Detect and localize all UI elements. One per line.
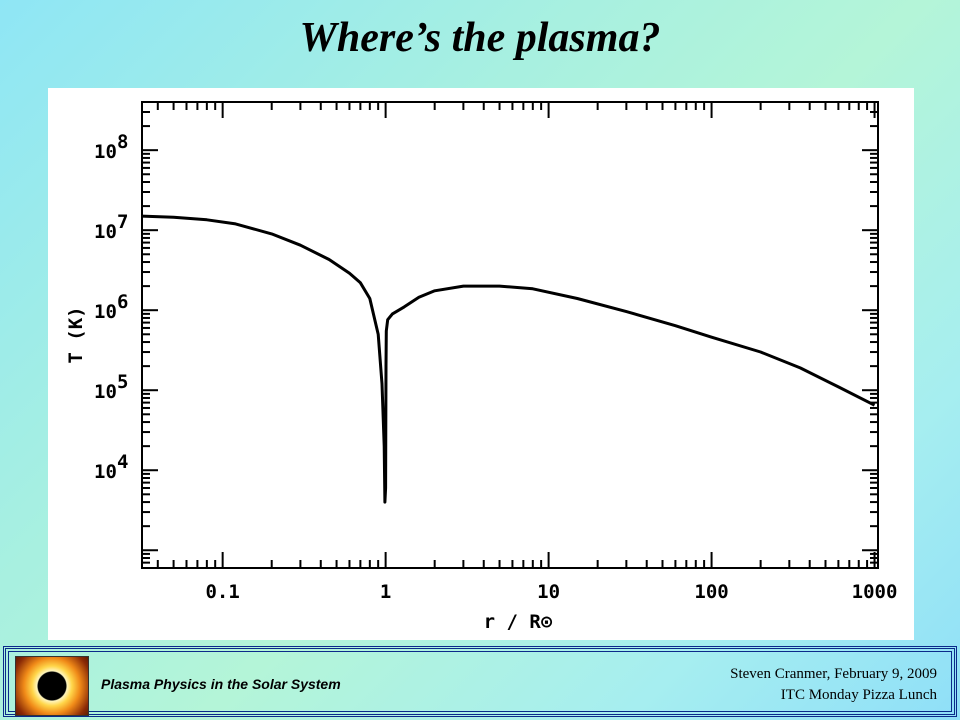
x-axis-label: r / R⊙ (484, 611, 553, 633)
chart-panel: 0.1 1 10 100 1000 10 4 10 5 10 6 10 7 10 8 r / R⊙ T (… (48, 88, 914, 640)
y-tick-label-base: 10 (94, 221, 117, 243)
slide-title: Where’s the plasma? (299, 15, 661, 61)
x-tick-label: 1 (380, 581, 391, 603)
author-date: Steven Cranmer, February 9, 2009 (730, 666, 937, 682)
x-tick-label: 1000 (852, 581, 898, 603)
y-axis-label: T (K) (65, 306, 87, 363)
y-tick-label-base: 10 (94, 461, 117, 483)
y-tick-label-exponent: 7 (117, 211, 128, 233)
x-tick-label: 0.1 (205, 581, 239, 603)
y-tick-label-base: 10 (94, 141, 117, 163)
x-tick-label: 100 (694, 581, 728, 603)
y-tick-label-exponent: 4 (117, 451, 128, 473)
solar-eclipse-logo (15, 656, 89, 716)
y-tick-label-exponent: 8 (117, 131, 128, 153)
footer-credits: Steven Cranmer, February 9, 2009 ITC Mon… (730, 664, 937, 706)
temperature-curve (141, 214, 876, 504)
y-tick-label-base: 10 (94, 381, 117, 403)
y-tick-label-exponent: 5 (117, 371, 128, 393)
y-tick-label-base: 10 (94, 301, 117, 323)
y-tick-label-exponent: 6 (117, 291, 128, 313)
x-tick-labels: 0.1 1 10 100 1000 (205, 581, 897, 603)
footer-bar: Plasma Physics in the Solar System Steve… (3, 646, 957, 717)
x-tick-label: 10 (537, 581, 560, 603)
plot-frame (141, 101, 879, 569)
minor-ticks (142, 101, 878, 569)
event-name: ITC Monday Pizza Lunch (780, 687, 937, 703)
course-name: Plasma Physics in the Solar System (101, 676, 341, 692)
footer-inner: Plasma Physics in the Solar System Steve… (8, 651, 952, 716)
